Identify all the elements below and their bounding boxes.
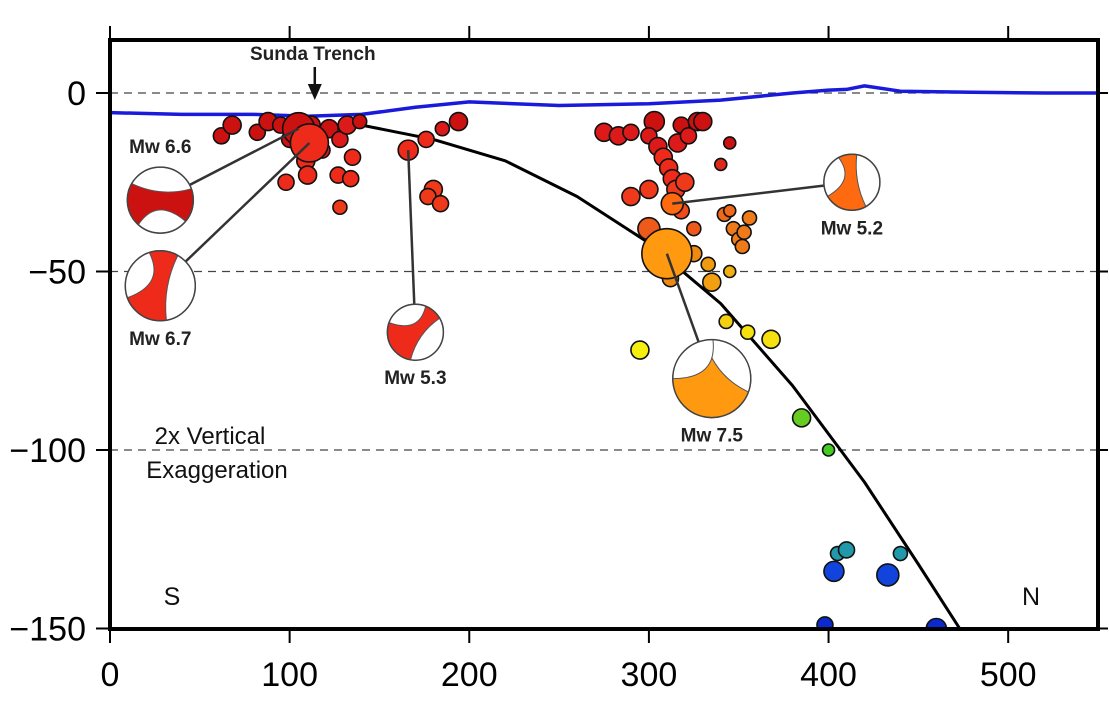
earthquake-point bbox=[722, 264, 737, 279]
topography-line bbox=[110, 84, 1098, 118]
trench-marker: Sunda Trench bbox=[250, 44, 376, 100]
earthquake-point bbox=[675, 172, 695, 193]
y-tick-label: −50 bbox=[28, 254, 86, 292]
x-tick-label: 0 bbox=[101, 656, 120, 694]
x-tick-label: 200 bbox=[441, 656, 498, 694]
earthquake-point bbox=[741, 210, 758, 226]
mechanism-leader-line bbox=[672, 181, 853, 205]
mechanism-magnitude-label: Mw 6.6 bbox=[129, 137, 191, 158]
earthquake-point bbox=[739, 324, 756, 340]
mechanism-magnitude-label: Mw 6.7 bbox=[129, 329, 191, 350]
mechanism-leader-line bbox=[406, 150, 417, 333]
dashed-reference-lines bbox=[110, 92, 1098, 451]
earthquake-point bbox=[332, 199, 348, 216]
earthquake-point bbox=[417, 130, 435, 149]
earthquake-point bbox=[718, 313, 734, 330]
earthquake-point bbox=[821, 443, 836, 457]
trench-label: Sunda Trench bbox=[250, 44, 376, 65]
earthquake-point bbox=[722, 204, 737, 218]
focal-mechanism-beachball bbox=[126, 166, 195, 234]
earthquake-point bbox=[351, 113, 368, 130]
earthquake-point bbox=[343, 148, 362, 167]
earthquake-point bbox=[700, 256, 716, 273]
earthquake-point bbox=[297, 165, 318, 185]
mechanism-magnitude-label: Mw 5.2 bbox=[821, 218, 883, 239]
beachball-outline bbox=[386, 303, 445, 361]
earthquake-point bbox=[892, 545, 909, 562]
x-tick-label: 400 bbox=[800, 656, 857, 694]
x-tick-label: 300 bbox=[621, 656, 678, 694]
beachball-outline bbox=[124, 250, 197, 322]
south-label: S bbox=[164, 583, 181, 611]
axis-ticks: 0 100 200 300 400 500 0 −50 −100 −150 bbox=[9, 26, 1108, 694]
y-tick-label: −150 bbox=[9, 611, 86, 649]
earthquake-point bbox=[816, 616, 834, 629]
earthquake-point bbox=[277, 173, 295, 192]
trench-arrow-head bbox=[307, 84, 322, 100]
x-tick-label: 500 bbox=[980, 656, 1037, 694]
earthquake-point bbox=[791, 408, 812, 428]
earthquake-point bbox=[722, 136, 737, 150]
beachball-outline bbox=[126, 166, 195, 234]
mechanism-magnitude-label: Mw 7.5 bbox=[681, 426, 744, 447]
focal-mechanism-beachball bbox=[672, 338, 752, 419]
y-tick-label: −100 bbox=[9, 432, 86, 470]
exaggeration-label-line1: 2x Vertical bbox=[155, 423, 266, 450]
topography-layer bbox=[110, 84, 1098, 118]
earthquake-point bbox=[621, 186, 641, 207]
earthquake-point bbox=[701, 272, 722, 293]
earthquake-point bbox=[736, 224, 752, 241]
focal-mechanism-beachball bbox=[823, 153, 881, 211]
focal-mechanism-layer: Mw 6.6 Mw 6.7 Mw 5.3 Mw 5.2 Mw 7.5 bbox=[124, 127, 883, 447]
earthquake-point bbox=[448, 111, 469, 132]
earthquake-point bbox=[341, 169, 360, 188]
earthquake-point bbox=[837, 541, 856, 559]
beachball-outline bbox=[823, 153, 881, 211]
earthquake-point bbox=[734, 238, 751, 255]
earthquake-point bbox=[639, 179, 659, 200]
earthquake-point bbox=[434, 120, 451, 137]
earthquake-point bbox=[679, 127, 698, 145]
earthquake-point bbox=[622, 123, 640, 142]
earthquake-point bbox=[630, 340, 650, 360]
earthquake-point bbox=[823, 560, 845, 583]
beachball-outline bbox=[672, 338, 752, 419]
earthquake-point bbox=[713, 157, 728, 172]
focal-mechanism-beachball bbox=[386, 303, 445, 361]
exaggeration-label-line2: Exaggeration bbox=[146, 457, 287, 484]
earthquake-point bbox=[222, 115, 242, 135]
earthquake-point bbox=[761, 329, 781, 350]
y-tick-label: 0 bbox=[67, 75, 86, 113]
earthquake-point bbox=[692, 111, 713, 132]
earthquake-point bbox=[686, 220, 702, 237]
mechanism-magnitude-label: Mw 5.3 bbox=[384, 368, 446, 389]
plot-frame bbox=[108, 38, 1100, 631]
earthquake-point bbox=[431, 194, 450, 213]
earthquake-point bbox=[876, 563, 900, 587]
north-label: N bbox=[1022, 583, 1040, 611]
focal-mechanism-beachball bbox=[124, 250, 197, 322]
x-tick-label: 100 bbox=[261, 656, 318, 694]
